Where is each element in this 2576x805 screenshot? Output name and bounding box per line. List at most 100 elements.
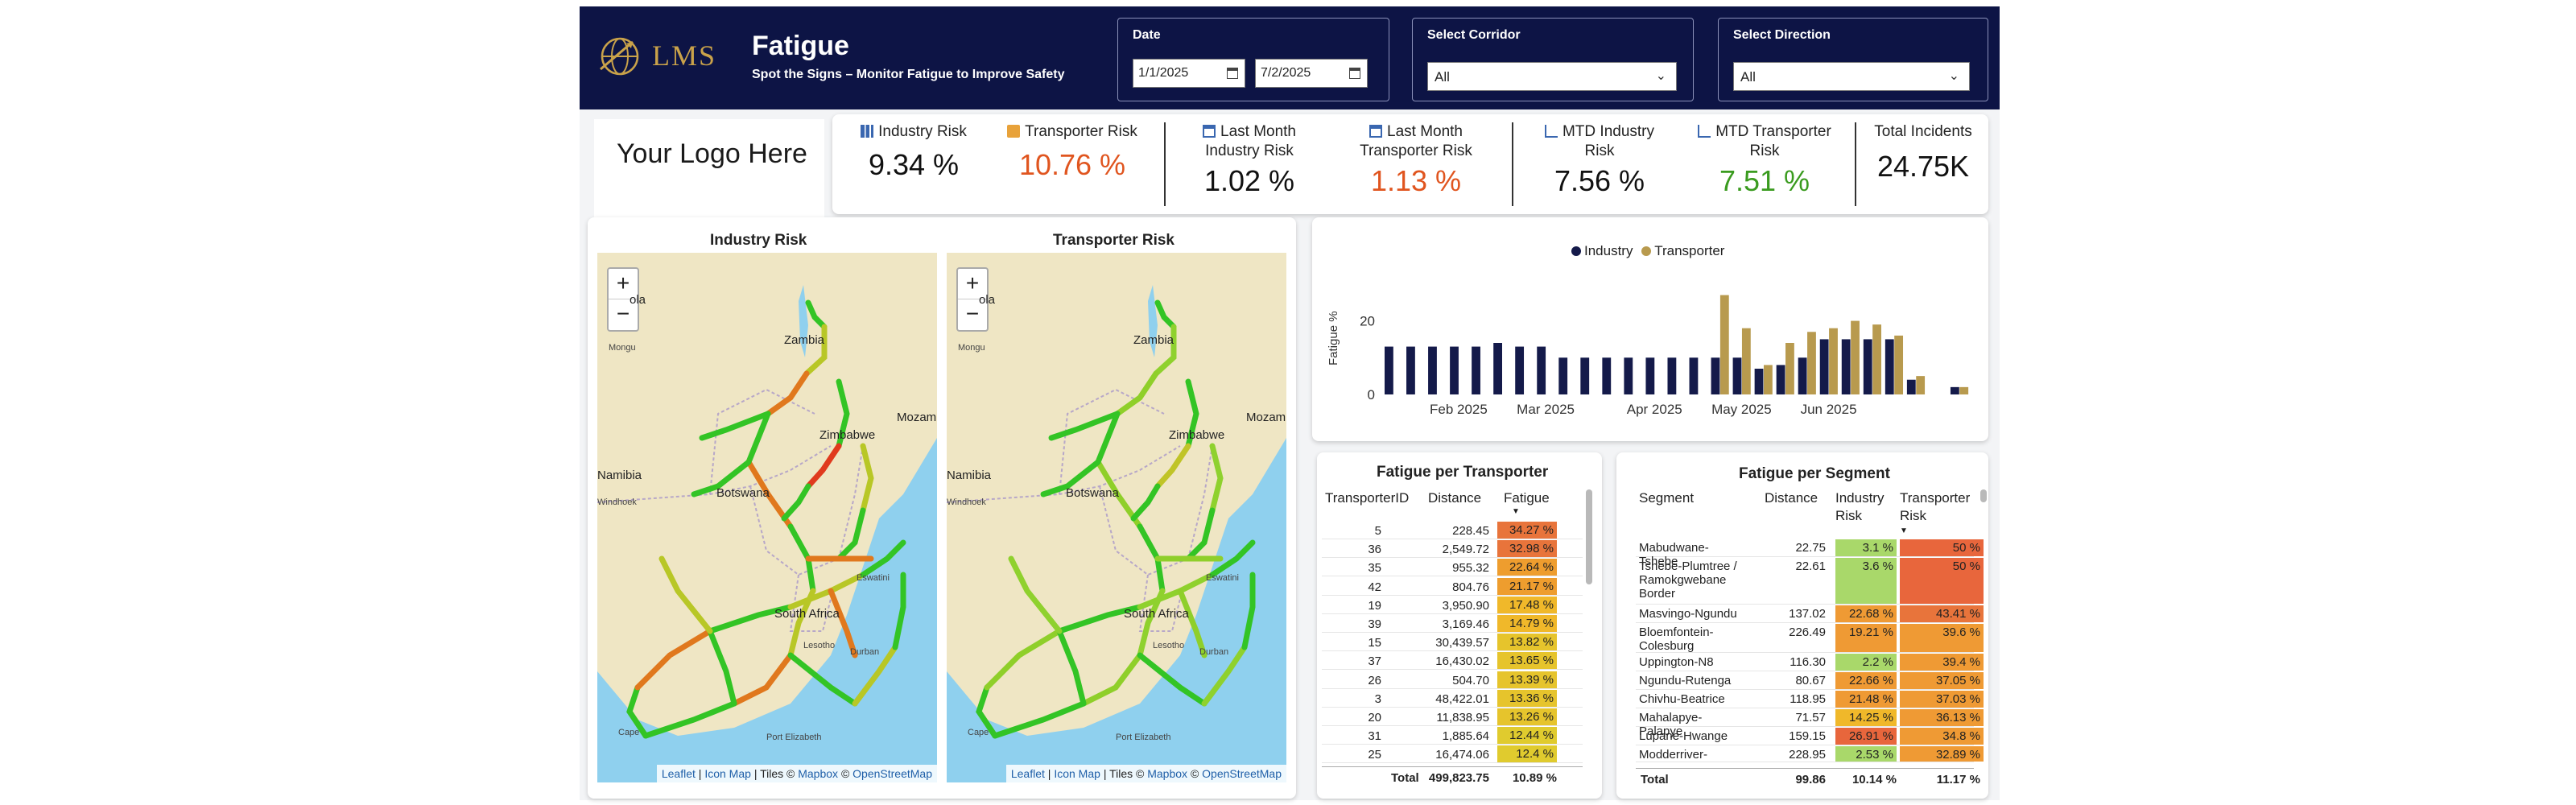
zoom-out-button[interactable]: − [965, 301, 980, 326]
table-row[interactable]: 35 955.32 22.64 % [1322, 559, 1583, 577]
attribution-leaflet-link[interactable]: Leaflet [661, 767, 699, 780]
route-segment[interactable] [634, 628, 713, 691]
bar-industry[interactable] [1406, 346, 1415, 394]
bar-industry[interactable] [1558, 357, 1568, 394]
table-row[interactable]: Modderriver- 228.95 2.53 % 32.89 % [1636, 746, 1984, 762]
route-segment[interactable] [745, 411, 771, 465]
bar-transporter[interactable] [1916, 376, 1926, 394]
bar-transporter[interactable] [1851, 320, 1860, 394]
route-segment[interactable] [787, 652, 858, 707]
table-row[interactable]: 19 3,950.90 17.48 % [1322, 596, 1583, 614]
bar-industry[interactable] [1667, 357, 1677, 394]
route-segment[interactable] [836, 507, 866, 562]
bar-transporter[interactable] [1872, 324, 1881, 394]
bar-transporter[interactable] [1807, 332, 1816, 394]
bar-industry[interactable] [1493, 343, 1502, 394]
route-segment[interactable] [731, 652, 794, 707]
bar-industry[interactable] [1624, 357, 1633, 394]
table-row[interactable]: Bloemfontein-Colesburg 226.49 19.21 % 39.6 … [1636, 624, 1984, 653]
route-segment[interactable] [1114, 370, 1159, 417]
table-row[interactable]: Masvingo-Ngundu 137.02 22.68 % 43.41 % [1636, 605, 1984, 623]
attribution-mapbox-link[interactable]: Mapbox [798, 767, 841, 780]
bar-transporter[interactable] [1785, 343, 1794, 394]
route-segment[interactable] [1185, 507, 1216, 562]
zoom-in-button[interactable]: + [958, 269, 987, 299]
attribution-iconmap-link[interactable]: Icon Map [1054, 767, 1104, 780]
route-segment[interactable] [805, 443, 842, 489]
table-row[interactable]: Mahalapye-Palapye 71.57 14.25 % 36.13 % [1636, 709, 1984, 738]
attribution-mapbox-link[interactable]: Mapbox [1147, 767, 1191, 780]
table-scrollbar[interactable] [1586, 489, 1592, 584]
attribution-iconmap-link[interactable]: Icon Map [704, 767, 754, 780]
route-segment[interactable] [836, 378, 850, 449]
route-segment[interactable] [860, 539, 906, 578]
col-header-segment[interactable]: Segment [1639, 490, 1695, 506]
bar-industry[interactable] [1711, 357, 1720, 394]
table-row[interactable]: 25 16,474.06 12.4 % [1322, 745, 1583, 764]
calendar-icon[interactable] [1227, 68, 1238, 79]
route-segment[interactable] [1056, 604, 1143, 634]
table-row[interactable]: 36 2,549.72 32.98 % [1322, 540, 1583, 559]
table-row[interactable]: 39 3,169.46 14.79 % [1322, 615, 1583, 633]
route-segment[interactable] [691, 459, 752, 497]
bar-transporter[interactable] [1894, 335, 1904, 394]
bar-industry[interactable] [1472, 346, 1480, 394]
table-row[interactable]: Lupane-Hwange 159.15 26.91 % 34.8 % [1636, 728, 1984, 745]
route-segment[interactable] [1095, 411, 1121, 465]
calendar-icon[interactable] [1349, 68, 1360, 79]
bar-industry[interactable] [1537, 346, 1546, 394]
route-segment[interactable] [1080, 652, 1143, 707]
bar-industry[interactable] [1515, 346, 1525, 394]
table-row[interactable]: 26 504.70 13.39 % [1322, 671, 1583, 689]
route-segment[interactable] [1137, 652, 1208, 707]
bar-industry[interactable] [1602, 357, 1612, 394]
col-header-transporterid[interactable]: TransporterID [1325, 490, 1410, 506]
route-segment[interactable] [1154, 443, 1191, 489]
table-row[interactable]: Chivhu-Beatrice 118.95 21.48 % 37.03 % [1636, 691, 1984, 708]
route-segment[interactable] [1154, 299, 1177, 330]
route-segment[interactable] [860, 443, 874, 514]
bar-industry[interactable] [1689, 357, 1699, 394]
route-segment[interactable] [828, 588, 858, 658]
bar-industry[interactable] [1885, 339, 1894, 394]
zoom-out-button[interactable]: − [616, 301, 630, 326]
bar-industry[interactable] [1906, 379, 1916, 394]
attribution-osm-link[interactable]: OpenStreetMap [1202, 767, 1282, 780]
route-segment[interactable] [805, 299, 828, 330]
sort-desc-icon[interactable]: ▼ [1900, 526, 1908, 535]
table-row[interactable]: 3 48,422.01 13.36 % [1322, 689, 1583, 708]
bar-industry[interactable] [1580, 357, 1590, 394]
table-row[interactable]: 42 804.76 21.17 % [1322, 577, 1583, 596]
attribution-osm-link[interactable]: OpenStreetMap [852, 767, 932, 780]
bar-industry[interactable] [1863, 339, 1872, 394]
route-segment[interactable] [707, 604, 794, 634]
route-segment[interactable] [1153, 324, 1177, 377]
bar-industry[interactable] [1950, 386, 1959, 394]
col-header-fatigue[interactable]: Fatigue [1504, 490, 1550, 506]
route-segment[interactable] [1048, 411, 1121, 441]
table-row[interactable]: Uppington-N8 116.30 2.2 % 39.4 % [1636, 654, 1984, 671]
route-segment[interactable] [658, 555, 713, 634]
route-segment[interactable] [781, 483, 811, 522]
route-segment[interactable] [1056, 628, 1087, 707]
bar-industry[interactable] [1645, 357, 1655, 394]
start-date-input[interactable]: 1/1/2025 [1133, 59, 1245, 88]
bar-industry[interactable] [1776, 365, 1785, 394]
industry-risk-map[interactable]: + − ola Mongu Zambia Zimbabwe Mozam Namibia Wind… [597, 253, 937, 782]
table-row[interactable]: Tshebe-Plumtree / Ramokgwebane Border 22.… [1636, 558, 1984, 605]
bar-transporter[interactable] [1959, 386, 1969, 394]
table-row[interactable]: Mabudwane-Tshebe 22.75 3.1 % 50 % [1636, 539, 1984, 568]
table-row[interactable]: 15 30,439.57 13.82 % [1322, 634, 1583, 652]
bar-industry[interactable] [1450, 346, 1459, 394]
table-row[interactable]: 31 1,885.64 12.44 % [1322, 727, 1583, 745]
route-segment[interactable] [1177, 588, 1208, 658]
table-row[interactable]: 20 11,838.95 13.26 % [1322, 708, 1583, 726]
route-segment[interactable] [1040, 459, 1101, 497]
bar-transporter[interactable] [1763, 365, 1773, 394]
route-segment[interactable] [1201, 644, 1248, 707]
bar-industry[interactable] [1732, 357, 1742, 394]
route-segment[interactable] [765, 370, 810, 417]
route-segment[interactable] [984, 628, 1063, 691]
sort-desc-icon[interactable]: ▼ [1512, 507, 1520, 516]
col-header-distance[interactable]: Distance [1428, 490, 1482, 506]
